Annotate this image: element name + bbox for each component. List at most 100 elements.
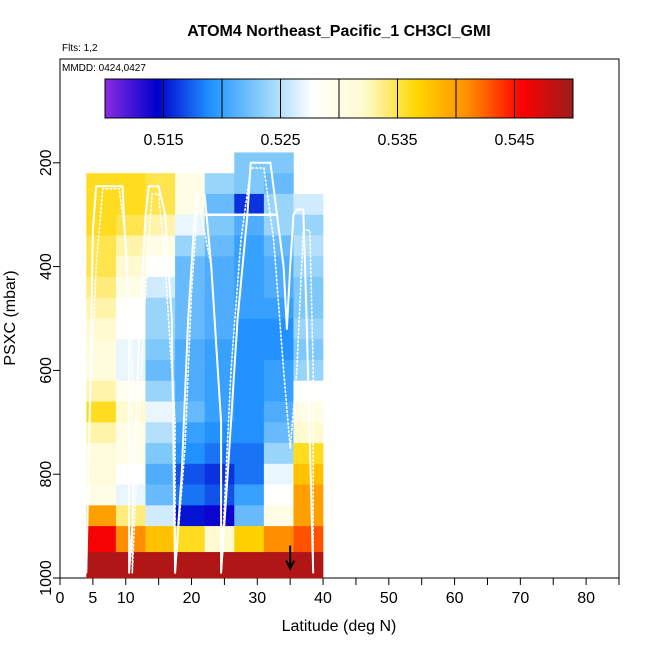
heatmap-cell xyxy=(115,484,146,506)
heatmap-cell xyxy=(263,173,294,195)
heatmap-cell xyxy=(175,505,205,527)
heatmap-cell xyxy=(204,318,235,340)
heatmap-cell xyxy=(263,318,294,340)
heatmap-cell xyxy=(293,463,324,485)
heatmap-cell xyxy=(86,443,117,465)
heatmap-cell xyxy=(145,235,176,257)
heatmap-cell xyxy=(204,256,235,278)
heatmap-cell xyxy=(145,193,176,215)
heatmap-cell xyxy=(145,463,176,485)
heatmap-cell xyxy=(115,443,146,465)
heatmap-cell xyxy=(115,214,146,236)
heatmap-cell xyxy=(175,235,205,257)
heatmap-cell xyxy=(86,552,117,579)
x-tick-label: 50 xyxy=(380,590,398,607)
flight-track-dotted xyxy=(85,167,314,574)
heatmap-cell xyxy=(175,401,205,423)
x-tick-label: 10 xyxy=(117,590,135,607)
heatmap-cell xyxy=(175,463,205,485)
heatmap-cell xyxy=(234,505,265,527)
heatmap-cell xyxy=(234,526,265,553)
heatmap-cell xyxy=(263,505,294,527)
heatmap-cell xyxy=(263,235,294,257)
heatmap-cell xyxy=(115,256,146,278)
heatmap-cell xyxy=(234,339,265,361)
heatmap-cell xyxy=(86,173,117,195)
heatmap-cell xyxy=(204,339,235,361)
x-tick-label: 30 xyxy=(248,590,266,607)
heatmap-cell xyxy=(86,505,117,527)
x-axis-label: Latitude (deg N) xyxy=(282,618,397,635)
heatmap-cell xyxy=(263,463,294,485)
heatmap-cell xyxy=(145,484,176,506)
heatmap-cell xyxy=(86,422,117,444)
heatmap-cell xyxy=(234,193,265,215)
heatmap-cell xyxy=(263,380,294,402)
heatmap-cell xyxy=(175,173,205,195)
colorbar-tick-label: 0.545 xyxy=(494,132,534,149)
heatmap-cell xyxy=(293,505,324,527)
chart-title: ATOM4 Northeast_Pacific_1 CH3Cl_GMI xyxy=(187,23,491,40)
heatmap-cell xyxy=(293,526,324,553)
heatmap-cell xyxy=(145,526,176,553)
heatmap-cell xyxy=(204,276,235,299)
heatmap-cell xyxy=(115,339,146,361)
heatmap-cell xyxy=(86,380,117,402)
heatmap-cell xyxy=(86,276,117,299)
heatmap-cell xyxy=(204,526,235,553)
heatmap-cell xyxy=(263,276,294,299)
heatmap-cell xyxy=(115,173,146,195)
heatmap-cell xyxy=(115,505,146,527)
heatmap-cell xyxy=(145,380,176,402)
heatmap-cell xyxy=(234,214,265,236)
heatmap-cell xyxy=(234,443,265,465)
heatmap-cell xyxy=(234,360,265,382)
heatmap-cell xyxy=(234,422,265,444)
heatmap-cell xyxy=(145,256,176,278)
heatmap-cell xyxy=(175,422,205,444)
y-tick-label: 1000 xyxy=(38,560,55,596)
heatmap-cell xyxy=(204,505,235,527)
heatmap-cell xyxy=(293,552,324,579)
flight-track-solid xyxy=(85,161,315,574)
heatmap-cell xyxy=(234,463,265,485)
x-tick-label: 70 xyxy=(511,590,529,607)
heatmap-cell xyxy=(263,193,294,215)
heatmap-cell xyxy=(115,422,146,444)
heatmap-cell xyxy=(204,214,235,236)
heatmap-cell xyxy=(175,484,205,506)
heatmap-cell xyxy=(175,297,205,319)
heatmap-cell xyxy=(234,552,265,579)
heatmap-cell xyxy=(145,214,176,236)
heatmap-cell xyxy=(86,360,117,382)
heatmap-cell xyxy=(263,339,294,361)
heatmap-cell xyxy=(204,193,235,215)
flight-tracks xyxy=(85,161,315,574)
flights-annotation: Flts: 1,2 xyxy=(62,43,98,54)
heatmap-cell xyxy=(263,401,294,423)
heatmap-cell xyxy=(263,484,294,506)
heatmap-cell xyxy=(293,256,324,278)
heatmap-cell xyxy=(115,276,146,299)
heatmap-cell xyxy=(175,339,205,361)
heatmap-cell xyxy=(293,422,324,444)
heatmap-cell xyxy=(234,380,265,402)
heatmap-cell xyxy=(234,235,265,257)
x-tick-label: 40 xyxy=(314,590,332,607)
heatmap-cell xyxy=(175,443,205,465)
heatmap-cell xyxy=(145,401,176,423)
heatmap-cell xyxy=(145,443,176,465)
heatmap-cell xyxy=(145,422,176,444)
heatmap-cell xyxy=(263,360,294,382)
heatmap-cell xyxy=(234,318,265,340)
x-tick-label: 5 xyxy=(88,590,97,607)
plot-frame xyxy=(59,58,620,579)
heatmap-cell xyxy=(115,380,146,402)
heatmap-cell xyxy=(175,552,205,579)
colorbar: 0.515 0.525 0.535 0.545 xyxy=(104,78,574,149)
heatmap-cell xyxy=(204,484,235,506)
heatmap-cell xyxy=(293,318,324,340)
heatmap-cell xyxy=(115,235,146,257)
x-tick-label: 0 xyxy=(56,590,65,607)
